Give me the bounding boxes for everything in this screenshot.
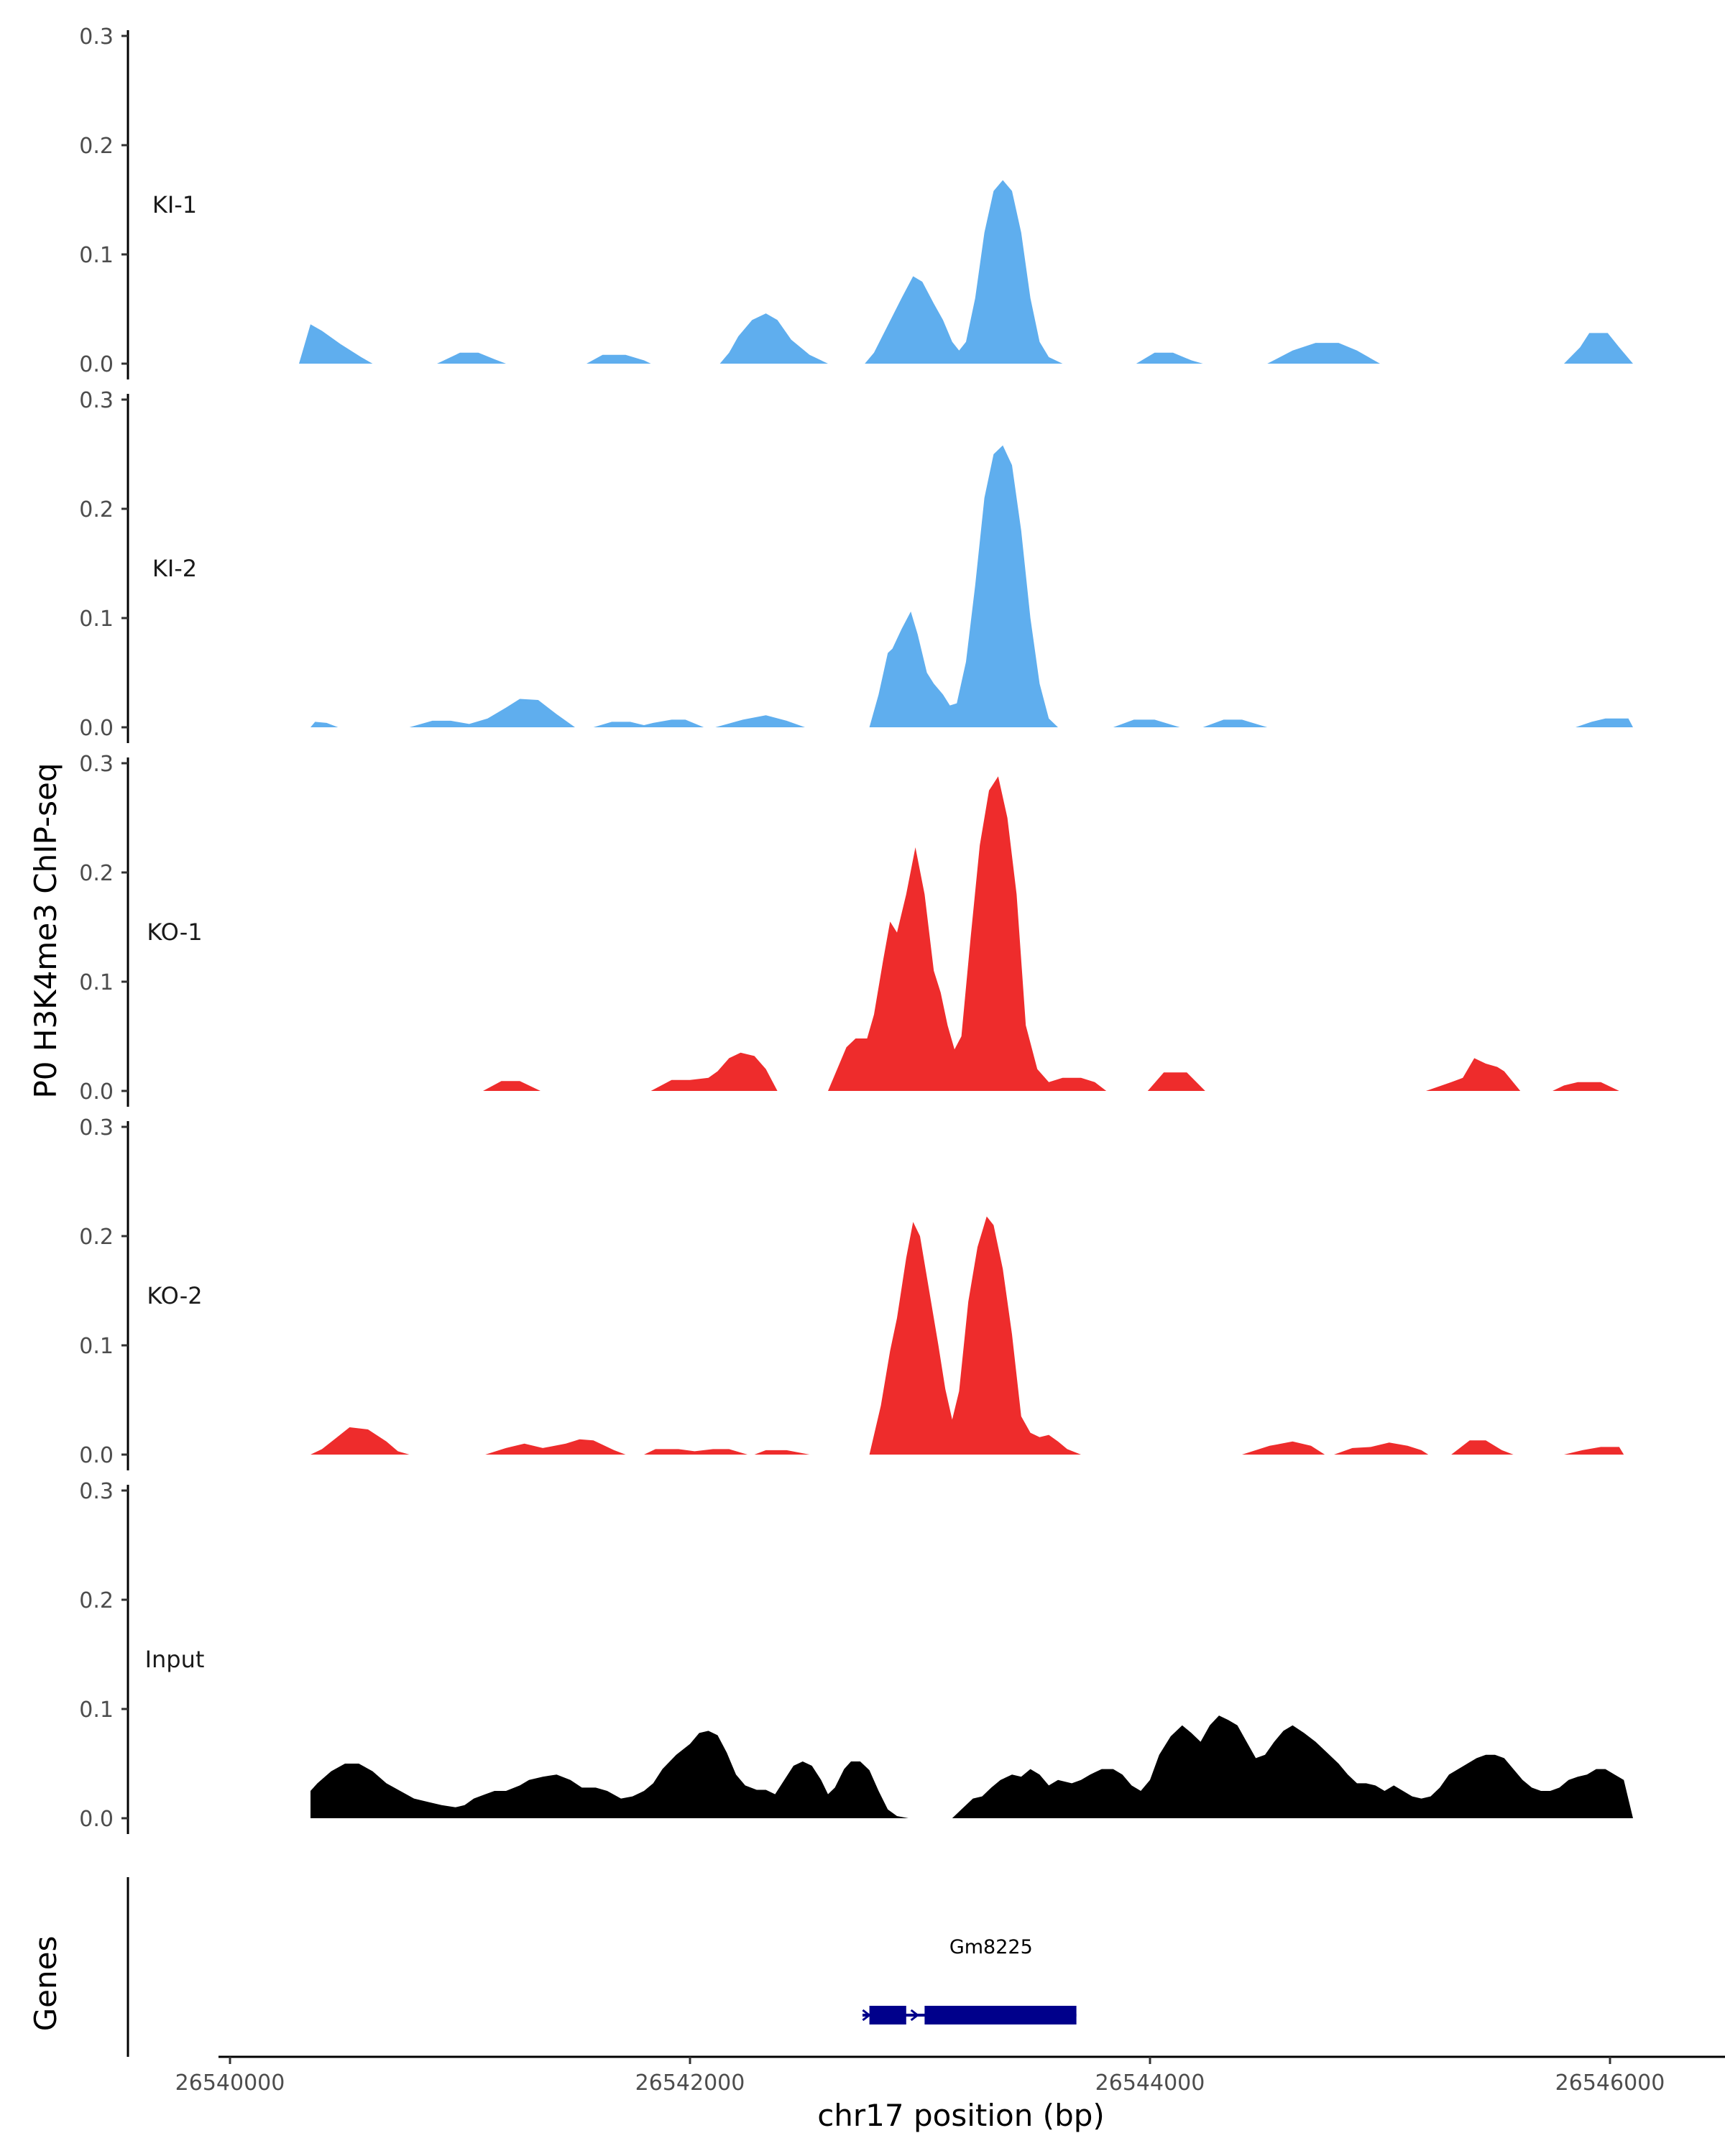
y-tick-label: 0.2 — [79, 497, 114, 522]
signal-area-ki-1-1 — [437, 352, 506, 364]
y-tick-label: 0.0 — [79, 352, 114, 377]
signal-area-ki-2-5 — [1113, 719, 1180, 727]
y-tick-label: 0.1 — [79, 970, 114, 995]
y-tick-label: 0.1 — [79, 1697, 114, 1723]
x-axis-title: chr17 position (bp) — [817, 2098, 1105, 2133]
signal-area-input-0 — [310, 1731, 908, 1818]
y-tick-label: 0.3 — [79, 388, 114, 413]
y-tick-label: 0.2 — [79, 861, 114, 886]
signal-area-ko-2-2 — [644, 1449, 748, 1455]
x-axis: 26540000 26542000 26544000 26546000 — [175, 2055, 1725, 2096]
track-panel-ko-1: 0.0 0.1 0.2 0.3 KO-1 — [79, 752, 1619, 1107]
tracks-layer: 0.00.10.20.3KI-10.00.10.20.3KI-20.00.10.… — [79, 24, 1633, 1834]
signal-area-ko-2-6 — [1334, 1442, 1429, 1455]
y-tick-label: 0.0 — [79, 716, 114, 741]
signal-area-ki-2-6 — [1202, 719, 1268, 727]
signal-area-ko-2-3 — [754, 1450, 810, 1455]
gene-name-label: Gm8225 — [949, 1936, 1033, 1958]
signal-area-ki-1-6 — [1267, 343, 1380, 364]
signal-area-ko-1-3 — [1147, 1072, 1205, 1091]
track-label-ki-2: KI-2 — [152, 555, 197, 582]
y-axis-title: P0 H3K4me3 ChIP-seq — [28, 763, 63, 1098]
track-panel-ko-2: 0.0 0.1 0.2 0.3 KO-2 — [79, 1115, 1624, 1470]
signal-area-ko-1-2 — [828, 776, 1107, 1091]
y-tick-label: 0.1 — [79, 243, 114, 268]
genes-axis-title: Genes — [28, 1936, 63, 2032]
signal-area-ko-2-4 — [869, 1216, 1081, 1455]
x-tick-label: 26542000 — [635, 2070, 745, 2096]
signal-area-input-1 — [952, 1715, 1633, 1818]
track-panel-ki-1: 0.0 0.1 0.2 0.3 KI-1 — [79, 24, 1633, 379]
y-tick-label: 0.2 — [79, 134, 114, 159]
signal-area-ko-2-1 — [485, 1439, 626, 1455]
track-label-ko-1: KO-1 — [147, 918, 202, 946]
y-tick-label: 0.3 — [79, 24, 114, 50]
signal-area-ki-2-7 — [1576, 718, 1633, 727]
signal-area-ki-2-0 — [310, 722, 339, 727]
signal-area-ko-2-0 — [310, 1427, 410, 1455]
signal-area-ko-2-7 — [1451, 1440, 1514, 1455]
signal-area-ki-1-0 — [299, 324, 373, 364]
signal-area-ki-1-3 — [719, 313, 828, 364]
signal-area-ko-2-8 — [1564, 1447, 1624, 1455]
signal-area-ki-1-2 — [586, 354, 651, 364]
x-tick-label: 26544000 — [1095, 2070, 1205, 2096]
track-panel-input: 0.0 0.1 0.2 0.3 Input — [79, 1479, 1633, 1834]
signal-area-ki-2-4 — [869, 445, 1058, 727]
signal-area-ko-2-5 — [1242, 1441, 1325, 1455]
y-tick-label: 0.0 — [79, 1079, 114, 1105]
strand-arrow-1 — [910, 2009, 920, 2022]
signal-area-ko-1-5 — [1552, 1082, 1619, 1091]
track-label-input: Input — [145, 1646, 205, 1673]
y-tick-label: 0.1 — [79, 607, 114, 632]
signal-area-ki-1-5 — [1136, 352, 1203, 364]
signal-area-ki-1-4 — [865, 180, 1063, 364]
signal-area-ko-1-0 — [483, 1081, 540, 1091]
track-label-ko-2: KO-2 — [147, 1282, 202, 1309]
y-tick-label: 0.3 — [79, 1479, 114, 1504]
y-tick-label: 0.0 — [79, 1807, 114, 1832]
gene-exon-1 — [924, 2006, 1077, 2024]
track-label-ki-1: KI-1 — [152, 191, 197, 218]
signal-area-ki-2-2 — [593, 719, 704, 727]
y-tick-label: 0.2 — [79, 1588, 114, 1613]
gene-exon-0 — [869, 2006, 906, 2024]
signal-area-ki-2-1 — [409, 699, 575, 727]
y-tick-label: 0.3 — [79, 1115, 114, 1141]
x-tick-label: 26546000 — [1555, 2070, 1665, 2096]
y-tick-label: 0.0 — [79, 1443, 114, 1468]
signal-area-ki-2-3 — [715, 715, 805, 727]
strand-arrow-0 — [862, 2009, 871, 2022]
x-tick-label: 26540000 — [175, 2070, 285, 2096]
signal-area-ki-1-7 — [1564, 333, 1633, 364]
y-tick-label: 0.2 — [79, 1225, 114, 1250]
genes-panel: Gm8225 — [126, 1877, 1077, 2057]
signal-area-ko-1-1 — [650, 1052, 778, 1091]
track-panel-ki-2: 0.0 0.1 0.2 0.3 KI-2 — [79, 388, 1633, 743]
y-tick-label: 0.1 — [79, 1334, 114, 1359]
signal-area-ko-1-4 — [1426, 1058, 1521, 1091]
y-tick-label: 0.3 — [79, 752, 114, 777]
